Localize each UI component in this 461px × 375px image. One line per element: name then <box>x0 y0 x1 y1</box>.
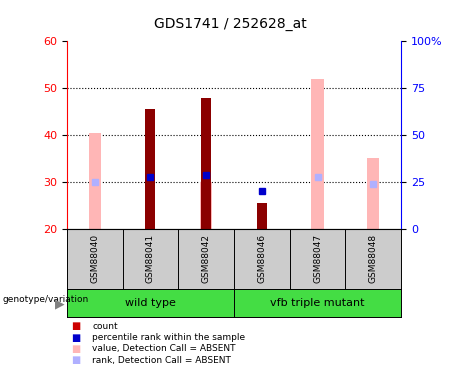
Text: GSM88046: GSM88046 <box>257 234 266 284</box>
Bar <box>201 98 211 229</box>
Text: GDS1741 / 252628_at: GDS1741 / 252628_at <box>154 17 307 31</box>
Text: value, Detection Call = ABSENT: value, Detection Call = ABSENT <box>92 344 236 353</box>
Text: ■: ■ <box>71 321 81 331</box>
Text: count: count <box>92 322 118 331</box>
Text: percentile rank within the sample: percentile rank within the sample <box>92 333 245 342</box>
Text: ■: ■ <box>71 344 81 354</box>
Text: GSM88041: GSM88041 <box>146 234 155 284</box>
Bar <box>311 79 324 229</box>
Text: rank, Detection Call = ABSENT: rank, Detection Call = ABSENT <box>92 356 231 364</box>
Text: ▶: ▶ <box>55 297 65 310</box>
Bar <box>257 203 267 229</box>
Bar <box>145 109 155 229</box>
Text: GSM88048: GSM88048 <box>369 234 378 284</box>
Text: wild type: wild type <box>125 298 176 308</box>
Text: GSM88040: GSM88040 <box>90 234 99 284</box>
Text: vfb triple mutant: vfb triple mutant <box>270 298 365 308</box>
Text: genotype/variation: genotype/variation <box>2 296 89 304</box>
Text: GSM88042: GSM88042 <box>201 234 211 283</box>
Bar <box>367 158 379 229</box>
Text: ■: ■ <box>71 355 81 365</box>
Bar <box>89 133 101 229</box>
Text: GSM88047: GSM88047 <box>313 234 322 284</box>
Text: ■: ■ <box>71 333 81 342</box>
Bar <box>200 182 212 229</box>
